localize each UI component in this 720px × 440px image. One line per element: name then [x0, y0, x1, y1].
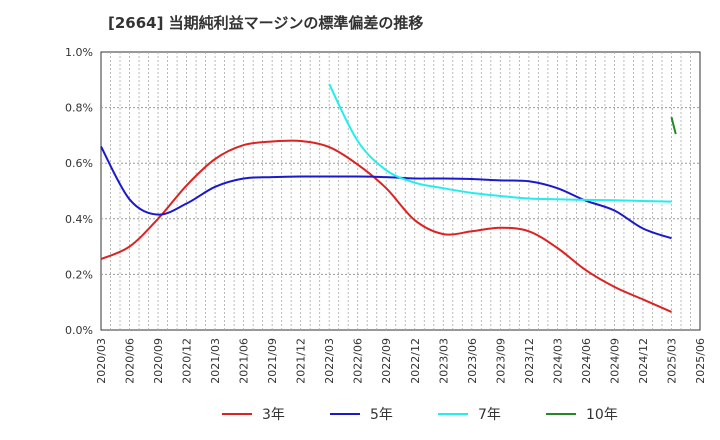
legend-label: 7年: [478, 407, 501, 423]
x-tick-label: 2020/12: [181, 338, 194, 384]
x-tick-label: 2023/12: [523, 338, 536, 384]
x-tick-label: 2023/09: [494, 338, 507, 384]
x-tick-label: 2021/03: [209, 338, 222, 384]
y-tick-label: 1.0%: [65, 46, 93, 59]
legend-label: 3年: [262, 407, 285, 423]
x-tick-label: 2021/06: [238, 338, 251, 384]
y-tick-label: 0.0%: [65, 324, 93, 337]
x-tick-label: 2021/12: [295, 338, 308, 384]
x-tick-label: 2021/09: [266, 338, 279, 384]
y-tick-label: 0.6%: [65, 157, 93, 170]
x-tick-label: 2022/09: [380, 338, 393, 384]
x-tick-label: 2024/03: [551, 338, 564, 384]
chart-title: [2664] 当期純利益マージンの標準偏差の推移: [108, 14, 424, 32]
series-line-2: [328, 83, 672, 203]
x-tick-label: 2023/06: [466, 338, 479, 384]
x-tick-label: 2024/12: [637, 338, 650, 384]
x-tick-label: 2022/06: [352, 338, 365, 384]
series-line-1: [100, 146, 672, 240]
x-tick-label: 2024/06: [580, 338, 593, 384]
x-tick-label: 2020/06: [124, 338, 137, 384]
y-tick-label: 0.4%: [65, 213, 93, 226]
x-tick-label: 2024/09: [608, 338, 621, 384]
x-tick-label: 2020/03: [95, 338, 108, 384]
y-tick-label: 0.8%: [65, 102, 93, 115]
legend-label: 5年: [370, 407, 393, 423]
y-tick-label: 0.2%: [65, 268, 93, 281]
x-tick-label: 2023/03: [437, 338, 450, 384]
series-line-0: [100, 139, 672, 313]
series-line-3: [670, 117, 677, 135]
plot-area: [100, 51, 701, 331]
x-tick-label: 2022/03: [323, 338, 336, 384]
x-tick-label: 2025/06: [694, 338, 707, 384]
x-tick-label: 2025/03: [665, 338, 678, 384]
x-tick-label: 2020/09: [152, 338, 165, 384]
legend-label: 10年: [586, 407, 618, 423]
x-tick-label: 2022/12: [409, 338, 422, 384]
